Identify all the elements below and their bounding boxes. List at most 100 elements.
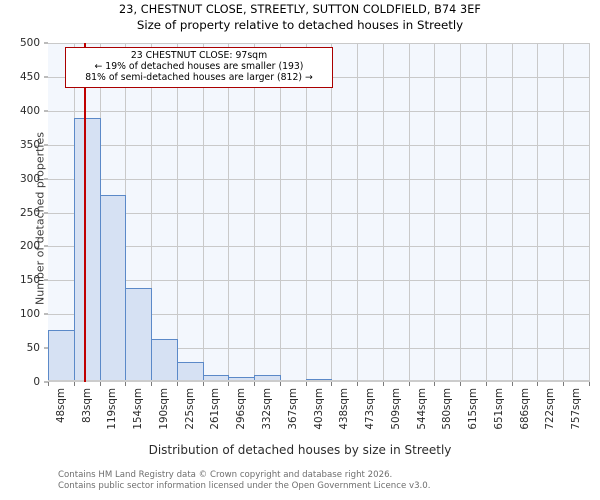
x-axis-tick-label: 722sqm [544,388,557,430]
x-axis-tick-label: 686sqm [518,388,531,430]
x-axis-tick [589,382,590,386]
gridline-vertical [486,43,487,382]
x-axis-tick [434,382,436,386]
x-axis-tick [176,382,178,386]
x-axis-tick [331,382,333,386]
y-axis-tick-label: 450 [19,70,40,83]
x-axis-tick [537,382,539,386]
y-axis-tick-label: 500 [19,37,40,49]
x-axis-tick [485,382,487,386]
x-axis-tick-label: 509sqm [389,388,402,430]
y-axis-tick-label: 350 [19,138,40,151]
gridline-horizontal [48,144,589,146]
x-axis-tick-label: 367sqm [286,388,299,430]
x-axis-tick-label: 473sqm [364,388,377,430]
y-axis-tick [44,381,48,383]
gridline-vertical [383,43,384,382]
x-axis-tick-label: 154sqm [132,388,145,430]
y-axis: 0 50 100 150 200 250 300 350 400 450 500 [0,37,48,388]
gridline-horizontal [48,280,589,282]
gridline-horizontal [48,212,589,214]
y-axis-tick-label: 50 [26,342,40,355]
x-axis-tick [125,382,127,386]
gridline-vertical [563,43,564,382]
x-axis-tick-label: 296sqm [235,388,248,430]
gridline-vertical [177,43,178,382]
x-axis-tick-label: 225sqm [183,388,196,430]
gridline-vertical [357,43,358,382]
x-axis-tick [382,382,384,386]
x-axis-tick-label: 580sqm [441,388,454,430]
bar [74,117,101,382]
x-axis-tick [563,382,565,386]
y-axis-tick-label: 400 [19,104,40,117]
x-axis-tick-label: 48sqm [54,388,67,424]
gridline-vertical [589,43,590,382]
x-axis-line [48,380,589,382]
property-size-marker [83,43,86,382]
bar [48,329,75,382]
y-axis-tick [44,212,48,213]
x-axis-tick-label: 190sqm [157,388,170,430]
page-title: 23, CHESTNUT CLOSE, STREETLY, SUTTON COL… [119,3,481,16]
x-axis-tick-label: 119sqm [106,388,119,430]
annotation-line-3: 81% of semi-detached houses are larger (… [85,72,313,84]
y-axis-tick-label: 200 [19,240,40,253]
x-axis-tick [460,382,462,386]
chart-subtitle: Size of property relative to detached ho… [136,18,464,32]
x-axis-tick-label: 615sqm [467,388,480,430]
bar [177,362,204,382]
gridline-vertical [228,43,229,382]
x-axis: 48sqm 83sqm 119sqm 154sqm 190sqm 225sqm 261sqm… [48,382,590,440]
annotation-box: 23 CHESTNUT CLOSE: 97sqm ← 19% of detach… [65,47,333,88]
x-axis-tick [151,382,153,386]
y-axis-tick [44,42,48,44]
gridline-vertical [203,43,204,382]
gridline-horizontal [48,246,589,248]
gridline-vertical [537,43,538,382]
x-axis-tick [202,382,204,386]
gridline-vertical [409,43,410,382]
x-axis-tick-label: 261sqm [209,388,222,430]
x-axis-tick [357,382,359,386]
y-axis-tick-label: 150 [19,274,40,287]
gridline-vertical [331,43,332,382]
gridline-vertical [460,43,461,382]
y-axis-tick [44,313,48,315]
y-axis-tick [44,144,48,146]
x-axis-tick-label: 651sqm [492,388,505,430]
gridline-vertical [306,43,307,382]
gridline-horizontal [48,348,589,350]
gridline-vertical [280,43,281,382]
x-axis-tick-label: 544sqm [415,388,428,430]
y-axis-tick-label: 300 [19,172,40,185]
y-axis-tick [44,178,48,180]
x-axis-tick-label: 757sqm [570,388,583,430]
gridline-vertical [512,43,513,382]
annotation-line-2: ← 19% of detached houses are smaller (19… [94,61,304,73]
bar [125,287,152,382]
y-axis-title: Number of detached properties [33,132,47,305]
x-axis-tick [48,382,49,386]
chart-title-block: 23, CHESTNUT CLOSE, STREETLY, SUTTON COL… [0,2,600,33]
annotation-line-1: 23 CHESTNUT CLOSE: 97sqm [130,50,268,61]
gridline-vertical [434,43,435,382]
y-axis-tick [44,76,48,78]
footer-attribution: Contains HM Land Registry data © Crown c… [58,470,578,491]
footer-line-2: Contains public sector information licen… [58,480,431,491]
gridline-horizontal [48,110,589,112]
gridline-horizontal [48,43,589,44]
x-axis-tick [99,382,101,386]
x-axis-tick [279,382,281,386]
x-axis-tick [254,382,256,386]
x-axis-tick [305,382,307,386]
bar [100,194,126,382]
bar [254,375,281,382]
gridline-horizontal [48,178,589,180]
gridline-horizontal [48,314,589,316]
y-axis-tick [44,245,48,247]
y-axis-tick [44,279,48,281]
x-axis-tick [73,382,75,386]
x-axis-title: Distribution of detached houses by size … [148,443,452,457]
